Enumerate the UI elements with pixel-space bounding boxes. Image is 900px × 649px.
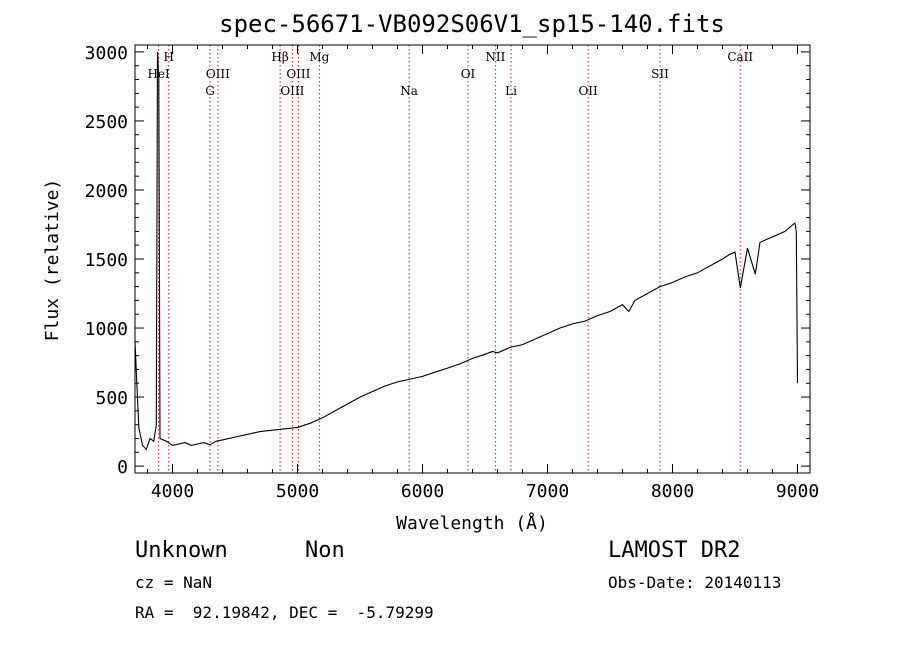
redshift-text: cz = NaN bbox=[135, 573, 213, 592]
chart-title: spec-56671-VB092S06V1_sp15-140.fits bbox=[219, 10, 725, 38]
line-marker-label: H bbox=[164, 50, 174, 64]
y-tick-label: 500 bbox=[95, 388, 128, 409]
x-tick-label: 4000 bbox=[151, 481, 194, 502]
line-marker-label: OII bbox=[578, 84, 598, 98]
line-marker-label: G bbox=[205, 84, 215, 98]
line-marker-label: OIII bbox=[286, 67, 310, 81]
coordinates-text: RA = 92.19842, DEC = -5.79299 bbox=[135, 603, 434, 622]
x-tick-label: 7000 bbox=[526, 481, 569, 502]
line-marker-label: CaII bbox=[727, 50, 753, 64]
y-tick-label: 2500 bbox=[85, 112, 128, 133]
x-tick-label: 9000 bbox=[776, 481, 819, 502]
line-marker-label: OIII bbox=[280, 84, 304, 98]
y-tick-label: 0 bbox=[117, 457, 128, 478]
y-axis-label: Flux (relative) bbox=[42, 179, 63, 342]
survey-label: LAMOST DR2 bbox=[608, 538, 741, 563]
line-marker-label: Hβ bbox=[271, 50, 288, 64]
y-tick-label: 1000 bbox=[85, 319, 128, 340]
y-tick-label: 1500 bbox=[85, 250, 128, 271]
y-tick-label: 3000 bbox=[85, 43, 128, 64]
y-axis-ticks: 0 500 1000 1500 2000 2500 3000 bbox=[85, 43, 810, 478]
line-marker-label: Mg bbox=[309, 50, 329, 64]
x-axis-ticks: 4000 5000 6000 7000 8000 9000 bbox=[147, 45, 819, 502]
line-marker-label: SII bbox=[651, 67, 669, 81]
line-marker-label: Li bbox=[505, 84, 517, 98]
line-marker-label: NII bbox=[485, 50, 505, 64]
x-tick-label: 6000 bbox=[401, 481, 444, 502]
object-class: Unknown bbox=[135, 538, 228, 563]
x-tick-label: 8000 bbox=[651, 481, 694, 502]
x-tick-label: 5000 bbox=[276, 481, 319, 502]
line-marker-label: OIII bbox=[206, 67, 230, 81]
obs-date-text: Obs-Date: 20140113 bbox=[608, 573, 782, 592]
object-subclass: Non bbox=[305, 538, 345, 563]
line-marker-label: Na bbox=[400, 84, 418, 98]
y-tick-label: 2000 bbox=[85, 181, 128, 202]
spectrum-line bbox=[134, 51, 799, 451]
x-axis-label: Wavelength (Å) bbox=[396, 512, 548, 534]
line-marker-label: OI bbox=[461, 67, 476, 81]
plot-frame bbox=[134, 44, 811, 474]
